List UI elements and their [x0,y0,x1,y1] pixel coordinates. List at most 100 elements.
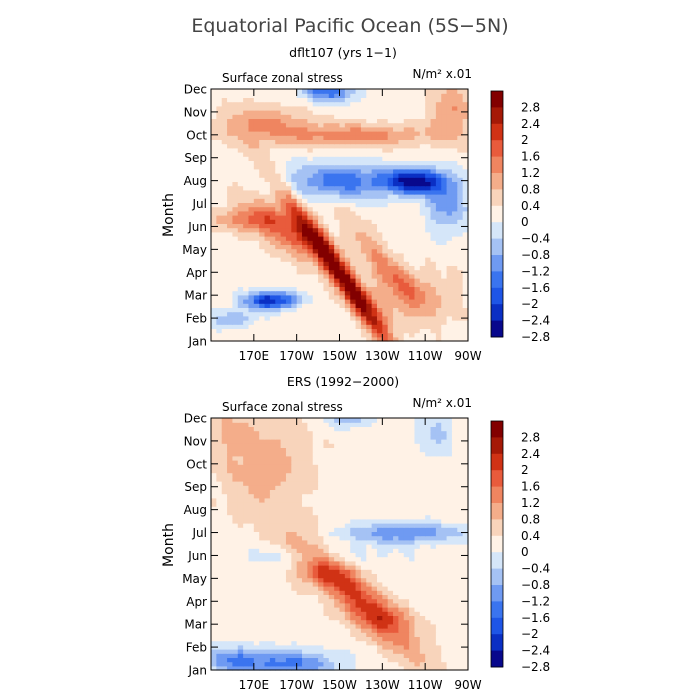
contour-cell [419,139,426,145]
contour-cell [253,118,260,124]
contour-cell [280,303,287,308]
contour-cell [312,198,319,203]
contour-cell [419,615,426,621]
contour-cell [451,294,458,300]
contour-cell [441,548,448,553]
contour-cell [382,523,389,528]
contour-cell [419,573,426,579]
contour-cell [398,89,405,94]
contour-cell [307,586,314,591]
contour-cell [398,101,405,107]
contour-cell [280,210,287,216]
contour-cell [259,282,266,287]
contour-cell [344,177,351,182]
contour-cell [275,531,282,537]
contour-cell [312,122,319,128]
contour-cell [269,177,276,182]
contour-cell [318,101,325,107]
contour-cell [393,126,399,132]
contour-cell [328,644,335,650]
contour-cell [216,223,223,229]
contour-cell [366,223,373,229]
contour-cell [328,577,335,583]
contour-cell [248,510,255,516]
contour-cell [344,168,351,174]
contour-cell [323,653,330,658]
contour-cell [232,114,239,119]
contour-cell [403,252,410,258]
contour-cell [382,628,389,633]
contour-cell [227,164,234,170]
contour-cell [291,252,298,258]
contour-cell [425,573,432,579]
contour-cell [285,131,292,136]
contour-cell [355,324,362,329]
contour-cell [403,657,410,663]
contour-cell [409,565,416,570]
contour-cell [307,569,314,574]
contour-cell [441,619,448,625]
contour-cell [376,502,383,507]
contour-cell [318,665,325,671]
contour-cell [291,244,298,250]
contour-cell [409,206,416,212]
contour-cell [334,602,341,608]
contour-cell [232,653,239,658]
contour-cell [387,139,394,145]
contour-cell [221,332,228,338]
contour-cell [344,644,351,650]
contour-cell [451,548,458,553]
contour-cell [259,336,266,342]
contour-cell [355,206,362,212]
contour-cell [382,328,389,334]
contour-cell [227,252,234,258]
contour-cell [414,320,421,325]
contour-cell [275,223,282,229]
contour-cell [350,493,357,499]
contour-cell [350,607,357,612]
contour-cell [409,607,416,612]
contour-cell [462,307,469,313]
contour-cell [243,665,250,671]
contour-cell [387,231,394,237]
contour-cell [451,531,458,537]
contour-cell [211,122,217,128]
contour-cell [269,181,276,187]
contour-cell [334,598,341,604]
contour-cell [227,573,234,579]
contour-cell [414,615,421,621]
contour-cell [414,607,421,612]
contour-cell [232,577,239,583]
contour-cell [350,97,357,103]
contour-cell [285,653,292,658]
contour-cell [435,653,442,658]
contour-cell [430,315,437,321]
contour-cell [360,581,367,587]
contour-cell [393,194,399,199]
contour-cell [307,493,314,499]
contour-cell [425,122,432,128]
contour-cell [425,93,432,98]
contour-cell [334,565,341,570]
contour-cell [366,164,373,170]
contour-cell [302,278,308,283]
contour-cell [296,518,303,524]
contour-cell [339,219,346,224]
contour-cell [355,173,362,178]
contour-cell [291,619,298,625]
contour-cell [409,531,416,537]
contour-cell [451,657,458,663]
contour-cell [441,328,448,334]
contour-cell [307,510,314,516]
contour-cell [425,173,432,178]
contour-cell [376,189,383,195]
contour-cell [216,231,223,237]
contour-cell [275,523,282,528]
contour-cell [248,194,255,199]
contour-cell [318,105,325,111]
contour-cell [398,210,405,216]
contour-cell [403,544,410,549]
contour-cell [457,231,464,237]
contour-cell [355,518,362,524]
contour-cell [419,497,426,503]
